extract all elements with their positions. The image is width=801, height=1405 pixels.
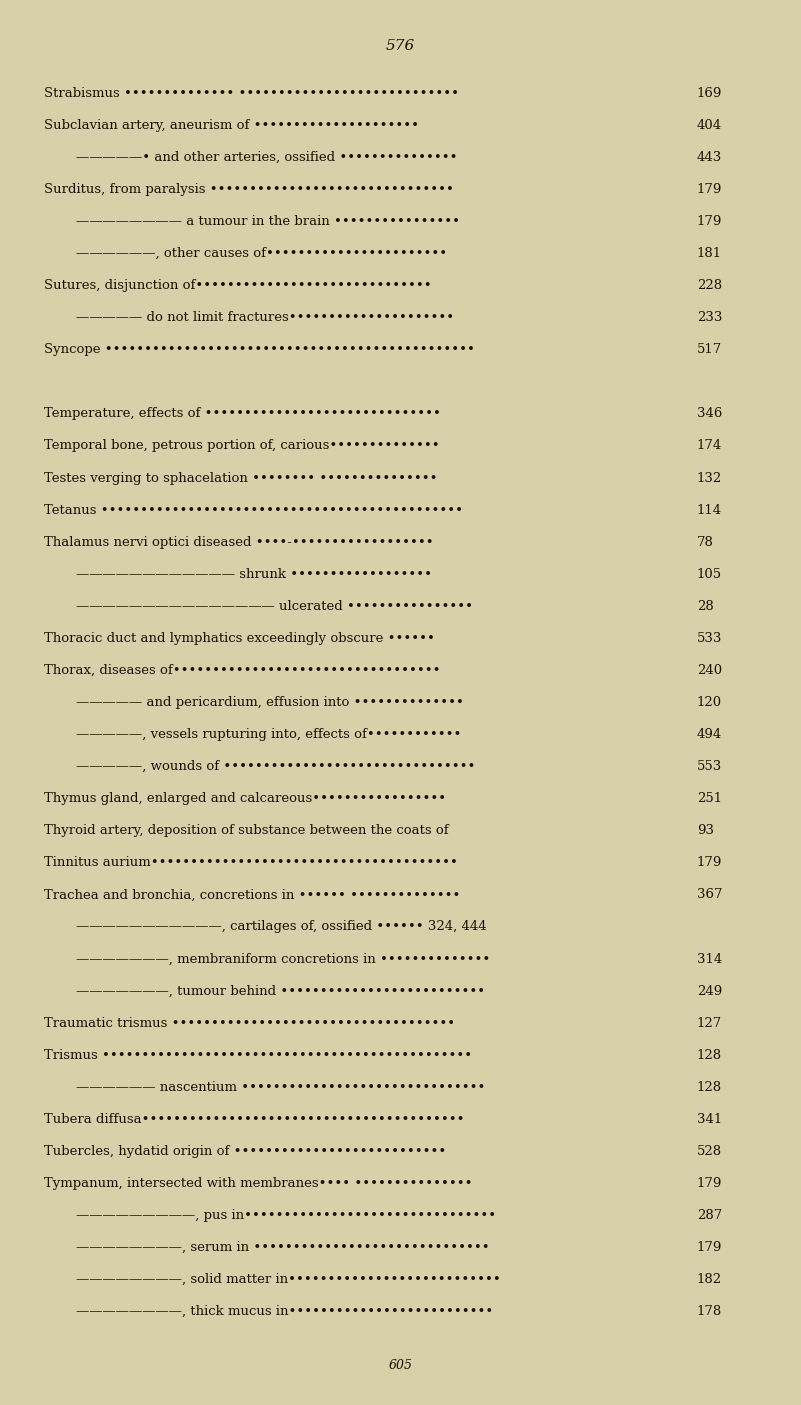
Text: 174: 174 bbox=[697, 440, 723, 452]
Text: 181: 181 bbox=[697, 247, 722, 260]
Text: Thoracic duct and lymphatics exceedingly obscure ••••••: Thoracic duct and lymphatics exceedingly… bbox=[44, 632, 435, 645]
Text: Temporal bone, petrous portion of, carious••••••••••••••: Temporal bone, petrous portion of, cario… bbox=[44, 440, 440, 452]
Text: 605: 605 bbox=[388, 1359, 413, 1373]
Text: 120: 120 bbox=[697, 695, 722, 710]
Text: ————————, serum in ••••••••••••••••••••••••••••••: ————————, serum in •••••••••••••••••••••… bbox=[76, 1241, 489, 1255]
Text: Strabismus •••••••••••••• ••••••••••••••••••••••••••••: Strabismus •••••••••••••• ••••••••••••••… bbox=[44, 87, 459, 100]
Text: Thyroid artery, deposition of substance between the coats of: Thyroid artery, deposition of substance … bbox=[44, 825, 449, 837]
Text: ———————————— shrunk ••••••••••••••••••: ———————————— shrunk •••••••••••••••••• bbox=[76, 568, 432, 580]
Text: Surditus, from paralysis •••••••••••••••••••••••••••••••: Surditus, from paralysis •••••••••••••••… bbox=[44, 183, 454, 195]
Text: 132: 132 bbox=[697, 472, 723, 485]
Text: 240: 240 bbox=[697, 665, 722, 677]
Text: 314: 314 bbox=[697, 953, 723, 965]
Text: Thalamus nervi optici diseased ••••-••••••••••••••••••: Thalamus nervi optici diseased ••••-••••… bbox=[44, 535, 433, 549]
Text: 28: 28 bbox=[697, 600, 714, 613]
Text: Thorax, diseases of••••••••••••••••••••••••••••••••••: Thorax, diseases of•••••••••••••••••••••… bbox=[44, 665, 441, 677]
Text: Tetanus ••••••••••••••••••••••••••••••••••••••••••••••: Tetanus ••••••••••••••••••••••••••••••••… bbox=[44, 503, 463, 517]
Text: —————— nascentium •••••••••••••••••••••••••••••••: —————— nascentium ••••••••••••••••••••••… bbox=[76, 1080, 485, 1093]
Text: Traumatic trismus ••••••••••••••••••••••••••••••••••••: Traumatic trismus ••••••••••••••••••••••… bbox=[44, 1017, 455, 1030]
Text: 233: 233 bbox=[697, 312, 723, 325]
Text: 78: 78 bbox=[697, 535, 714, 549]
Text: Tubera diffusa•••••••••••••••••••••••••••••••••••••••••: Tubera diffusa••••••••••••••••••••••••••… bbox=[44, 1113, 465, 1125]
Text: ——————, other causes of•••••••••••••••••••••••: ——————, other causes of•••••••••••••••••… bbox=[76, 247, 447, 260]
Text: 128: 128 bbox=[697, 1080, 722, 1093]
Text: 114: 114 bbox=[697, 503, 722, 517]
Text: Temperature, effects of ••••••••••••••••••••••••••••••: Temperature, effects of ••••••••••••••••… bbox=[44, 407, 441, 420]
Text: —————• and other arteries, ossified •••••••••••••••: —————• and other arteries, ossified ••••… bbox=[76, 150, 457, 164]
Text: 179: 179 bbox=[697, 215, 723, 228]
Text: 178: 178 bbox=[697, 1305, 723, 1318]
Text: Sutures, disjunction of••••••••••••••••••••••••••••••: Sutures, disjunction of•••••••••••••••••… bbox=[44, 280, 432, 292]
Text: 182: 182 bbox=[697, 1273, 722, 1286]
Text: 128: 128 bbox=[697, 1048, 722, 1062]
Text: 443: 443 bbox=[697, 150, 723, 164]
Text: ———————, tumour behind ••••••••••••••••••••••••••: ———————, tumour behind •••••••••••••••••… bbox=[76, 985, 485, 998]
Text: 576: 576 bbox=[386, 39, 415, 53]
Text: 179: 179 bbox=[697, 1241, 723, 1255]
Text: Subclavian artery, aneurism of •••••••••••••••••••••: Subclavian artery, aneurism of •••••••••… bbox=[44, 119, 419, 132]
Text: 528: 528 bbox=[697, 1145, 722, 1158]
Text: Trachea and bronchia, concretions in •••••• ••••••••••••••: Trachea and bronchia, concretions in •••… bbox=[44, 888, 461, 902]
Text: ———————— a tumour in the brain ••••••••••••••••: ———————— a tumour in the brain •••••••••… bbox=[76, 215, 460, 228]
Text: 341: 341 bbox=[697, 1113, 723, 1125]
Text: 127: 127 bbox=[697, 1017, 723, 1030]
Text: 179: 179 bbox=[697, 183, 723, 195]
Text: 553: 553 bbox=[697, 760, 723, 773]
Text: Testes verging to sphacelation •••••••• •••••••••••••••: Testes verging to sphacelation •••••••• … bbox=[44, 472, 437, 485]
Text: 169: 169 bbox=[697, 87, 723, 100]
Text: 228: 228 bbox=[697, 280, 722, 292]
Text: 494: 494 bbox=[697, 728, 723, 740]
Text: Tubercles, hydatid origin of •••••••••••••••••••••••••••: Tubercles, hydatid origin of •••••••••••… bbox=[44, 1145, 446, 1158]
Text: —————, vessels rupturing into, effects of••••••••••••: —————, vessels rupturing into, effects o… bbox=[76, 728, 461, 740]
Text: Tinnitus aurium•••••••••••••••••••••••••••••••••••••••: Tinnitus aurium•••••••••••••••••••••••••… bbox=[44, 856, 458, 870]
Text: Tympanum, intersected with membranes•••• •••••••••••••••: Tympanum, intersected with membranes••••… bbox=[44, 1177, 473, 1190]
Text: ——————————————— ulcerated ••••••••••••••••: ——————————————— ulcerated ••••••••••••••… bbox=[76, 600, 473, 613]
Text: 404: 404 bbox=[697, 119, 722, 132]
Text: 346: 346 bbox=[697, 407, 723, 420]
Text: —————, wounds of ••••••••••••••••••••••••••••••••: —————, wounds of •••••••••••••••••••••••… bbox=[76, 760, 476, 773]
Text: 517: 517 bbox=[697, 343, 723, 357]
Text: 367: 367 bbox=[697, 888, 723, 902]
Text: Thymus gland, enlarged and calcareous•••••••••••••••••: Thymus gland, enlarged and calcareous•••… bbox=[44, 792, 446, 805]
Text: Syncope •••••••••••••••••••••••••••••••••••••••••••••••: Syncope ••••••••••••••••••••••••••••••••… bbox=[44, 343, 475, 357]
Text: 533: 533 bbox=[697, 632, 723, 645]
Text: 287: 287 bbox=[697, 1210, 723, 1222]
Text: ————— and pericardium, effusion into ••••••••••••••: ————— and pericardium, effusion into •••… bbox=[76, 695, 464, 710]
Text: ———————————, cartilages of, ossified •••••• 324, 444: ———————————, cartilages of, ossified •••… bbox=[76, 920, 487, 933]
Text: 179: 179 bbox=[697, 856, 723, 870]
Text: ————————, solid matter in•••••••••••••••••••••••••••: ————————, solid matter in•••••••••••••••… bbox=[76, 1273, 501, 1286]
Text: 251: 251 bbox=[697, 792, 722, 805]
Text: —————————, pus in••••••••••••••••••••••••••••••••: —————————, pus in•••••••••••••••••••••••… bbox=[76, 1210, 497, 1222]
Text: 179: 179 bbox=[697, 1177, 723, 1190]
Text: 105: 105 bbox=[697, 568, 722, 580]
Text: Trismus •••••••••••••••••••••••••••••••••••••••••••••••: Trismus ••••••••••••••••••••••••••••••••… bbox=[44, 1048, 472, 1062]
Text: 93: 93 bbox=[697, 825, 714, 837]
Text: ———————, membraniform concretions in ••••••••••••••: ———————, membraniform concretions in •••… bbox=[76, 953, 490, 965]
Text: ————————, thick mucus in••••••••••••••••••••••••••: ————————, thick mucus in••••••••••••••••… bbox=[76, 1305, 493, 1318]
Text: 249: 249 bbox=[697, 985, 723, 998]
Text: ————— do not limit fractures•••••••••••••••••••••: ————— do not limit fractures••••••••••••… bbox=[76, 312, 454, 325]
